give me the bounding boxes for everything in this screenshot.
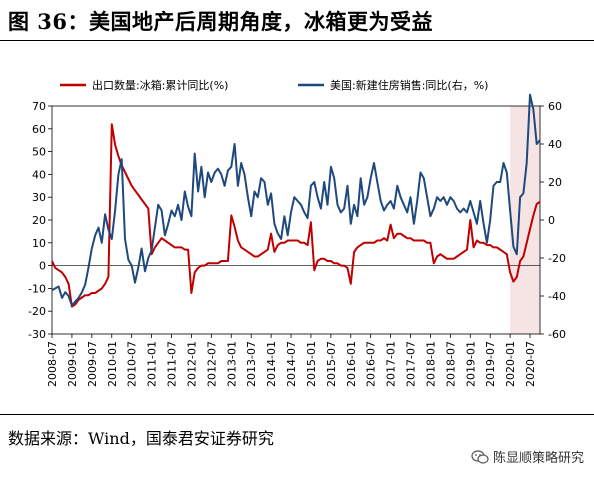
shaded-region-layer [510,106,540,334]
bottom-rule [0,414,594,415]
legend-label: 美国:新建住房销售:同比(右，%) [330,78,488,92]
series-line-fridge-exports [51,123,541,308]
x-tick-label: 2017-01 [385,341,398,387]
right-tick-label: -60 [548,328,566,341]
x-tick-label: 2020-01 [504,341,517,387]
left-tick-label: 30 [32,191,46,204]
x-tick-label: 2014-01 [265,341,278,387]
left-tick-label: 40 [32,168,46,181]
x-axis: 2008-07 2009-01 2009-07 2010-01 2010-07 2011-… [46,334,537,387]
right-tick-label: 40 [548,138,562,151]
wechat-icon [471,449,489,464]
right-tick-label: -40 [548,290,566,303]
x-tick-label: 2018-01 [424,341,437,387]
right-tick-label: -20 [548,252,566,265]
left-tick-label: -10 [28,282,46,295]
x-tick-label: 2009-07 [86,341,99,387]
source-note: 数据来源：Wind，国泰君安证券研究 [8,429,274,448]
x-tick-label: 2012-01 [185,341,198,387]
x-tick-label: 2017-07 [405,341,418,387]
series-lines [51,93,541,308]
x-tick-label: 2019-01 [464,341,477,387]
x-tick-label: 2019-07 [484,341,497,387]
left-tick-label: 10 [32,237,46,250]
right-y-axis: -60 -40 -20 0 20 40 60 [540,100,566,341]
right-tick-label: 60 [548,100,562,113]
right-tick-label: 0 [548,214,555,227]
x-tick-label: 2011-07 [166,341,179,387]
x-tick-label: 2010-01 [106,341,119,387]
left-tick-label: 0 [39,260,46,273]
x-tick-label: 2008-07 [46,341,59,387]
legend: 出口数量:冰箱:累计同比(%) 美国:新建住房销售:同比(右，%) [60,78,488,92]
watermark: 陈显顺策略研究 [471,447,584,466]
left-tick-label: 50 [32,146,46,159]
x-tick-label: 2010-07 [126,341,139,387]
left-tick-label: -20 [28,305,46,318]
legend-label: 出口数量:冰箱:累计同比(%) [92,78,228,92]
x-tick-label: 2014-07 [285,341,298,387]
left-tick-label: -30 [28,328,46,341]
x-tick-label: 2016-01 [345,341,358,387]
x-tick-label: 2009-01 [66,341,79,387]
watermark-text: 陈显顺策略研究 [492,451,584,466]
x-tick-label: 2016-07 [365,341,378,387]
x-tick-label: 2015-07 [325,341,338,387]
x-tick-label: 2012-07 [205,341,218,387]
x-tick-label: 2013-07 [245,341,258,387]
left-tick-label: 20 [32,214,46,227]
figure-title: 图 36：美国地产后周期角度，冰箱更为受益 [8,9,434,34]
shaded-region [510,106,540,334]
x-tick-label: 2018-07 [444,341,457,387]
x-tick-label: 2020-07 [524,341,537,387]
left-tick-label: 60 [32,123,46,136]
x-tick-label: 2013-01 [225,341,238,387]
left-tick-label: 70 [32,100,46,113]
right-tick-label: 20 [548,176,562,189]
top-rule [0,40,594,41]
chart: -30 -20 -10 0 10 20 30 40 50 60 70 -60 -40 -20 0 20 40 6… [28,78,566,387]
x-tick-label: 2015-01 [305,341,318,387]
left-y-axis: -30 -20 -10 0 10 20 30 40 50 60 70 [28,100,540,341]
series-line-us-new-home-sales [51,93,541,307]
x-tick-label: 2011-01 [146,341,159,387]
